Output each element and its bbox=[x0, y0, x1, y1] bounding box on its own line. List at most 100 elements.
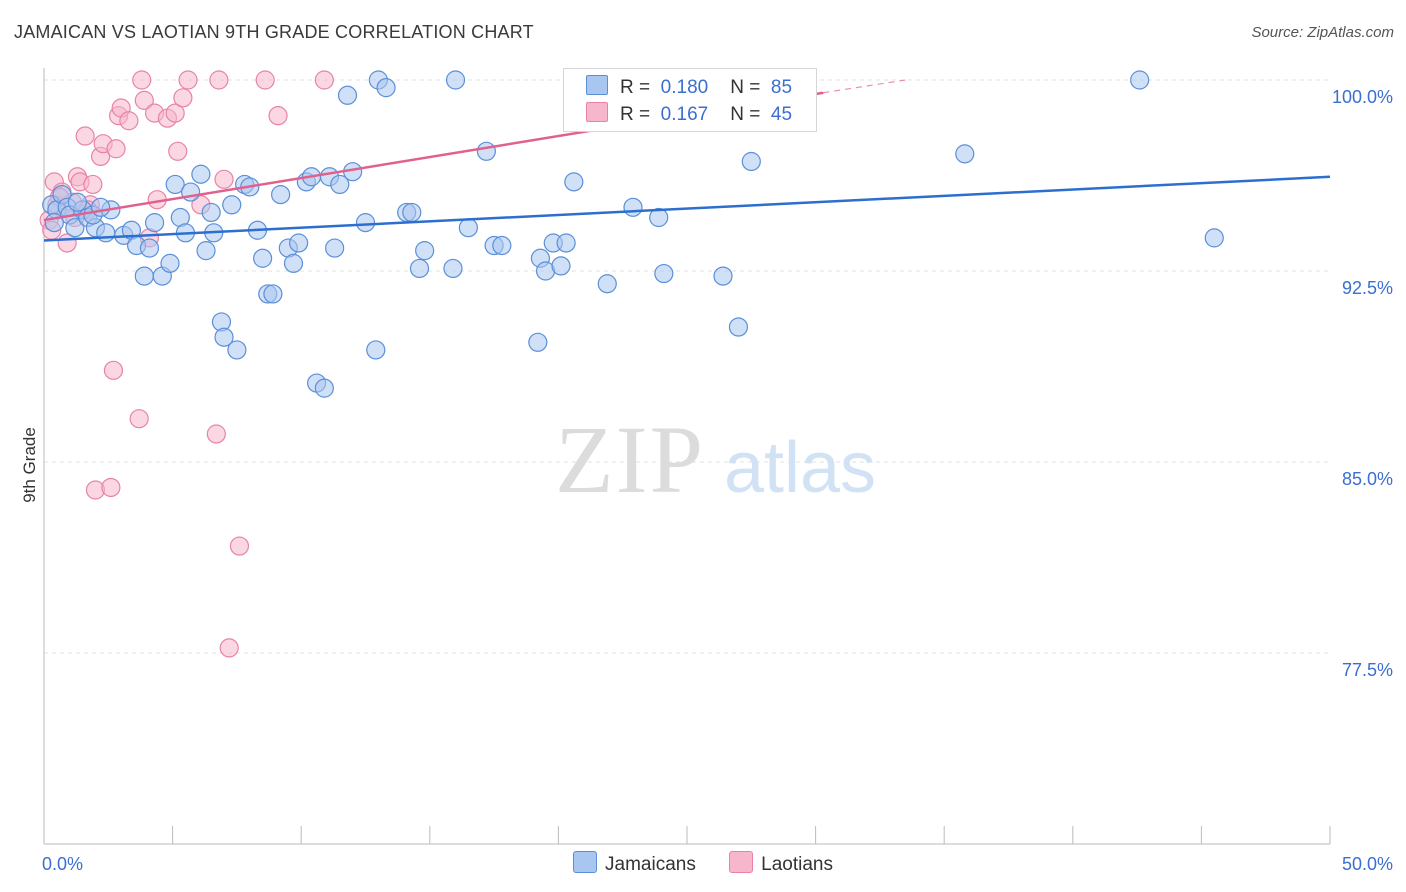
watermark-zip: ZIP bbox=[555, 406, 705, 513]
jamaican-point-40 bbox=[289, 233, 309, 253]
jamaican-point-9 bbox=[96, 223, 116, 243]
y-tick-label-1: 92.5% bbox=[1342, 278, 1393, 298]
jamaican-point-18 bbox=[160, 253, 180, 273]
jamaican-point-36 bbox=[263, 284, 283, 304]
jamaican-point-84 bbox=[90, 197, 111, 217]
laotian-point-22 bbox=[129, 409, 149, 429]
laotian-point-29 bbox=[165, 103, 185, 123]
jamaican-point-25 bbox=[201, 202, 221, 223]
jamaican-trend-line bbox=[43, 175, 1331, 242]
jamaican-point-78 bbox=[955, 144, 975, 164]
laotian-point-21 bbox=[119, 111, 139, 131]
x-tick-label-0: 0.0% bbox=[42, 854, 83, 874]
tick-labels: 100.0% 92.5% 85.0% 77.5% 0.0% 50.0% bbox=[42, 87, 1393, 874]
jamaican-point-61 bbox=[476, 141, 496, 161]
jamaican-point-47 bbox=[330, 174, 350, 195]
r-label: R = bbox=[620, 77, 651, 98]
y-tick-label-3: 77.5% bbox=[1342, 660, 1393, 680]
watermark: ZIP atlas bbox=[555, 406, 876, 513]
jamaican-point-50 bbox=[355, 213, 376, 233]
jamaican-point-37 bbox=[271, 185, 291, 205]
x-tick-label-1: 50.0% bbox=[1342, 854, 1393, 874]
stats-row-jamaicans: R = 0.180 N = 85 bbox=[586, 75, 792, 99]
jamaican-point-28 bbox=[214, 327, 234, 347]
grid-lines bbox=[44, 79, 1330, 654]
watermark-atlas: atlas bbox=[724, 428, 876, 508]
laotian-point-32 bbox=[178, 70, 198, 90]
jamaican-point-14 bbox=[134, 266, 154, 286]
jamaican-point-70 bbox=[564, 172, 584, 192]
laotians-legend-swatch bbox=[729, 851, 754, 873]
jamaican-point-71 bbox=[597, 274, 617, 294]
jamaicans-legend-swatch bbox=[573, 851, 598, 873]
n-value: 85 bbox=[770, 77, 793, 98]
jamaican-point-39 bbox=[283, 253, 304, 273]
y-tick-label-2: 85.0% bbox=[1342, 469, 1393, 489]
laotian-point-37 bbox=[219, 638, 239, 658]
jamaican-point-24 bbox=[196, 241, 216, 261]
axes bbox=[43, 68, 1331, 845]
jamaican-point-48 bbox=[337, 85, 358, 105]
r-value: 0.180 bbox=[660, 77, 709, 98]
jamaican-point-29 bbox=[222, 195, 242, 215]
jamaican-point-30 bbox=[227, 340, 247, 360]
jamaican-point-5 bbox=[65, 218, 85, 238]
legend-item-jamaicans[interactable]: Jamaicans bbox=[573, 851, 696, 876]
laotian-point-31 bbox=[173, 88, 193, 108]
series-legend: Jamaicans Laotians bbox=[0, 851, 1406, 876]
jamaican-point-74 bbox=[654, 263, 674, 284]
laotian-point-36 bbox=[214, 169, 234, 189]
laotian-point-23 bbox=[132, 70, 152, 90]
r-label: R = bbox=[620, 104, 651, 125]
jamaican-point-46 bbox=[325, 238, 345, 258]
jamaican-point-64 bbox=[528, 332, 548, 352]
jamaican-point-72 bbox=[623, 197, 643, 217]
jamaican-point-58 bbox=[443, 258, 463, 279]
jamaican-point-73 bbox=[649, 207, 669, 228]
laotian-point-10 bbox=[75, 126, 95, 146]
laotian-point-24 bbox=[134, 90, 154, 110]
chart-title: JAMAICAN VS LAOTIAN 9TH GRADE CORRELATIO… bbox=[14, 22, 534, 42]
laotians-swatch bbox=[586, 102, 608, 122]
laotian-point-35 bbox=[209, 70, 229, 90]
jamaican-point-56 bbox=[409, 258, 430, 279]
laotian-point-18 bbox=[106, 139, 126, 159]
jamaican-point-75 bbox=[713, 266, 733, 286]
jamaican-point-19 bbox=[165, 174, 185, 195]
laotian-trend-extension bbox=[823, 79, 906, 94]
laotian-point-30 bbox=[168, 141, 188, 161]
series-jamaicans bbox=[42, 70, 1224, 398]
jamaican-point-23 bbox=[191, 164, 211, 184]
laotian-point-12 bbox=[83, 174, 103, 195]
legend-label: Laotians bbox=[761, 854, 833, 875]
n-value: 45 bbox=[770, 104, 793, 125]
n-label: N = bbox=[730, 104, 761, 125]
laotian-point-39 bbox=[255, 70, 275, 90]
legend-label: Jamaicans bbox=[605, 854, 696, 875]
jamaican-point-80 bbox=[1204, 228, 1224, 248]
source-label: Source: ZipAtlas.com bbox=[1251, 24, 1394, 41]
laotian-point-34 bbox=[206, 424, 226, 444]
jamaican-point-81 bbox=[67, 192, 88, 212]
jamaican-point-53 bbox=[376, 78, 396, 98]
jamaican-point-76 bbox=[728, 317, 749, 337]
laotian-point-40 bbox=[268, 106, 288, 126]
r-value: 0.167 bbox=[660, 104, 709, 125]
legend-item-laotians[interactable]: Laotians bbox=[729, 851, 833, 876]
jamaican-point-16 bbox=[144, 213, 165, 233]
y-tick-label-0: 100.0% bbox=[1332, 87, 1393, 107]
jamaican-point-60 bbox=[458, 218, 478, 238]
jamaican-point-44 bbox=[314, 378, 334, 398]
jamaicans-swatch bbox=[586, 75, 608, 95]
laotian-point-41 bbox=[314, 70, 334, 90]
jamaican-point-34 bbox=[253, 248, 273, 268]
jamaican-point-15 bbox=[139, 238, 160, 258]
stats-legend: R = 0.180 N = 85 R = 0.167 N = 45 bbox=[563, 68, 817, 132]
jamaican-point-55 bbox=[402, 202, 422, 223]
jamaican-point-69 bbox=[556, 233, 576, 253]
series-laotians bbox=[39, 70, 736, 658]
stats-row-laotians: R = 0.167 N = 45 bbox=[586, 102, 792, 126]
laotian-point-17 bbox=[103, 360, 124, 380]
jamaican-point-51 bbox=[366, 340, 386, 360]
